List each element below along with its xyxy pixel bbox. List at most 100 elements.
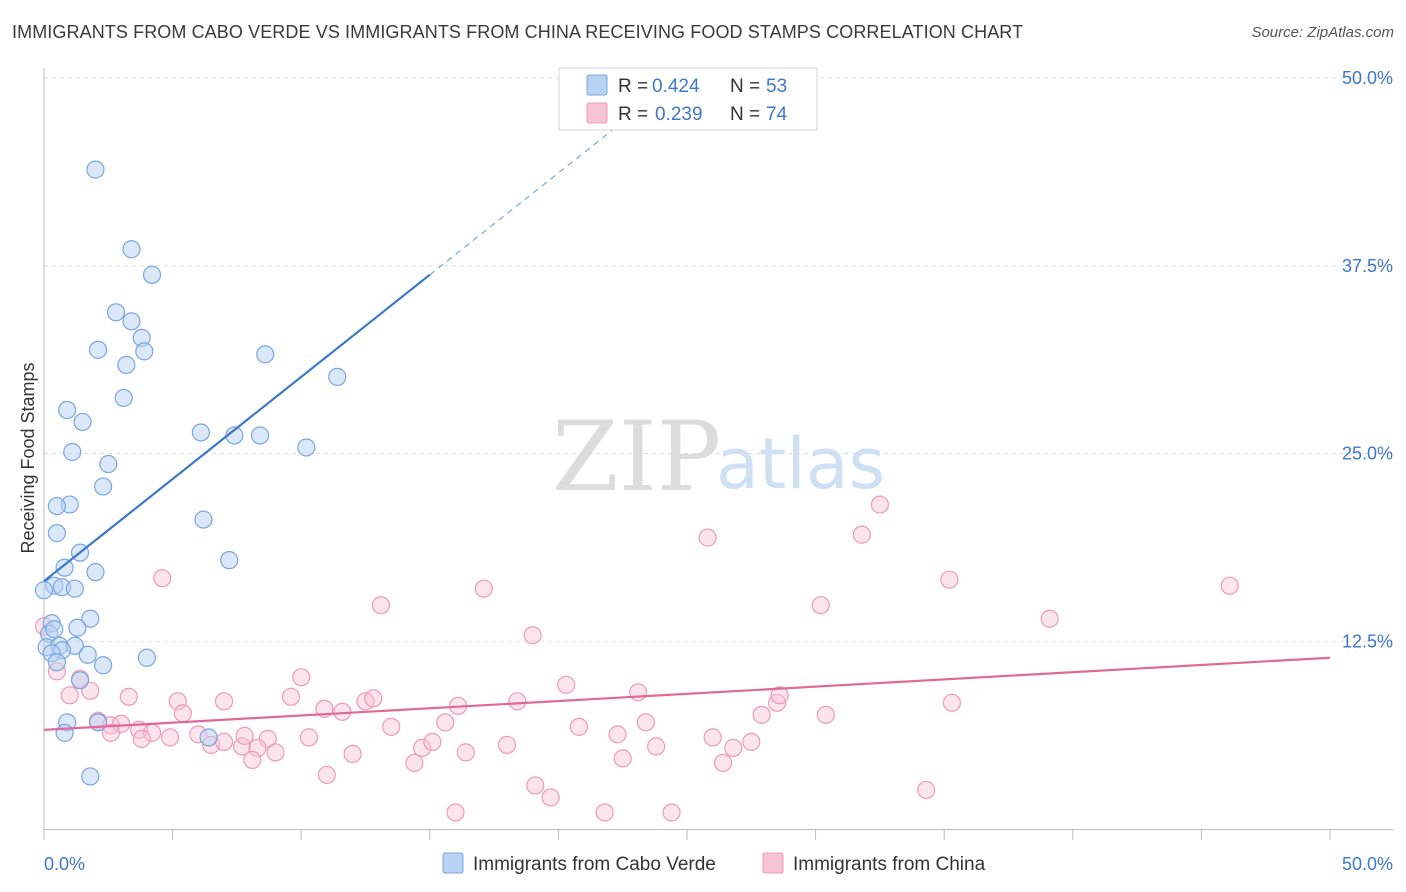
china-point [423,732,442,751]
china-point [613,749,632,768]
cabo-verde-point [70,671,90,690]
y-tick-label: 50.0% [1342,68,1393,88]
cabo-verde-point [78,645,97,664]
cabo-verde-point [199,728,218,747]
cabo-verde-point [47,496,66,516]
china-point [508,692,527,711]
source-credit: Source: ZipAtlas.com [1251,24,1394,41]
cabo-verde-point [122,312,141,331]
cabo-verde-trend-extension [429,97,654,276]
china-point [235,726,254,745]
cabo-verde-point [142,265,162,284]
cabo-verde-point [73,412,92,432]
china-point [160,728,180,747]
china-point [742,732,761,751]
x-tick-label-max: 50.0% [1342,854,1393,874]
cabo-verde-point [122,240,141,259]
y-tick-label: 25.0% [1342,444,1393,464]
china-point [595,803,614,822]
china-point [917,780,936,800]
china-point [112,714,131,733]
china-point [371,596,391,615]
cabo-verde-point [45,620,64,639]
cabo-verde-point [94,656,113,675]
cabo-verde-trend-line [43,273,431,583]
china-point [608,725,627,744]
china-point [724,738,743,757]
china-point [1220,576,1239,595]
cabo-verde-point [86,563,105,582]
bottom-legend-label-cabo-verde: Immigrants from Cabo Verde [473,854,716,875]
china-point [456,743,475,762]
china-point [446,803,465,822]
china-point [101,723,120,742]
y-tick-label: 37.5% [1342,256,1393,276]
china-point [662,803,681,822]
china-point [214,692,234,711]
legend-r-value-1: 0.424 [652,76,700,97]
cabo-verde-point [34,581,54,600]
china-trend-line [43,656,1331,731]
cabo-verde-point [328,367,347,386]
bottom-legend-swatch-blue [442,852,464,874]
cabo-verde-points [34,160,347,786]
china-point [940,570,959,589]
axes [43,68,1393,840]
trend-lines [43,97,1331,731]
cabo-verde-point [191,423,210,442]
cabo-verde-point [117,355,136,374]
china-point [629,683,648,702]
cabo-verde-point [114,388,133,408]
china-point [698,528,717,547]
china-point [343,744,362,764]
cabo-verde-point [135,342,154,361]
chart-title: IMMIGRANTS FROM CABO VERDE VS IMMIGRANTS… [12,22,1024,42]
china-point [281,687,301,706]
cabo-verde-point [297,438,316,457]
bottom-legend-label-china: Immigrants from China [793,854,986,875]
china-point [232,737,252,756]
cabo-verde-point [220,551,239,570]
china-point [168,692,187,711]
china-point [382,717,401,736]
china-point [173,704,192,723]
china-point [299,728,319,747]
bottom-legend-swatch-pink [762,852,784,874]
china-point [243,750,262,770]
china-point [523,626,542,645]
china-point [474,579,493,598]
china-point [258,729,277,748]
china-point [811,596,830,615]
china-point [412,738,432,757]
legend-n-label-1: N = [730,76,760,97]
cabo-verde-point [256,345,275,364]
cabo-verde-point [55,723,74,742]
cabo-verde-point [99,454,118,474]
cabo-verde-point [68,618,87,637]
watermark-zip: ZIP [552,401,721,513]
cabo-verde-point [137,648,156,667]
x-tick-label-min: 0.0% [44,854,85,874]
y-tick-label: 12.5% [1342,631,1393,651]
china-point [713,753,733,773]
cabo-verde-point [65,579,84,598]
china-point [364,689,383,708]
cabo-verde-point [55,558,74,577]
china-point [752,705,771,724]
correlation-legend: R = 0.424 N = 53 R = 0.239 N = 74 [558,67,818,131]
legend-r-label-2: R = [618,104,648,125]
cabo-verde-point [47,524,66,543]
china-point [569,717,589,736]
cabo-verde-point [106,303,126,322]
y-axis-label: Receiving Food Stamps [18,362,38,553]
cabo-verde-point [81,767,100,786]
china-point [816,705,835,724]
china-point [703,728,722,747]
y-tick-labels: 12.5% 25.0% 37.5% 50.0% [1342,68,1393,651]
cabo-verde-point [86,160,105,179]
china-point [248,738,267,757]
cabo-verde-point [250,426,270,445]
gridlines [44,77,1393,642]
cabo-verde-point [88,713,108,732]
cabo-verde-point [94,477,113,496]
